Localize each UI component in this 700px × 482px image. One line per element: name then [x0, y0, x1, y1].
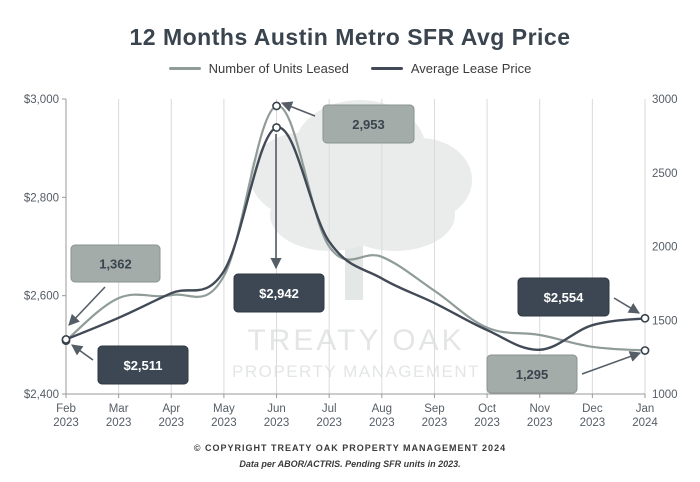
callout-arrow — [581, 351, 642, 375]
watermark-tree-trunk — [345, 238, 363, 300]
callout-arrow — [68, 286, 106, 326]
x-tick-label: Jul 2023 — [316, 403, 342, 429]
y-left-tick-label: $2,800 — [24, 192, 59, 204]
source-note: Data per ABOR/ACTRIS. Pending SFR units … — [239, 459, 461, 469]
watermark-text-line1: TREATY OAK — [247, 324, 464, 357]
y-left-tick-label: $2,600 — [24, 291, 59, 303]
x-tick-label: Feb 2023 — [53, 403, 79, 429]
callout-label: $2,511 — [123, 358, 162, 373]
callout-arrow — [613, 297, 640, 314]
chart-title: 12 Months Austin Metro SFR Avg Price — [129, 24, 571, 50]
chart-callouts: 1,362 $2,511 2,953 $2,942 $2,554 1,295 — [61, 101, 650, 394]
legend-item-units-leased: Number of Units Leased — [168, 61, 349, 76]
callout-label: $2,554 — [544, 290, 585, 305]
callout-box — [322, 104, 415, 144]
legend-swatch-avg-lease-price — [370, 67, 403, 70]
series-line-units-leased — [65, 104, 646, 352]
legend-item-avg-lease-price: Average Lease Price — [370, 61, 532, 76]
callout-box — [97, 345, 189, 385]
x-tick-label: Sep 2023 — [422, 403, 448, 429]
x-tick-label: Jan 2024 — [632, 403, 658, 429]
callout-box — [517, 277, 610, 317]
y-right-tick-label: 3000 — [652, 94, 678, 106]
x-tick-label: Oct 2023 — [474, 403, 500, 429]
chart-series — [65, 104, 646, 352]
callout-point-marker — [640, 313, 650, 323]
legend-label-avg-lease-price: Average Lease Price — [410, 61, 532, 76]
x-tick-label: May 2023 — [211, 403, 237, 429]
legend-swatch-units-leased — [168, 67, 201, 70]
y-right-tick-label: 2000 — [652, 242, 678, 254]
y-left-tick-label: $2,400 — [24, 389, 59, 401]
copyright-notice: © COPYRIGHT TREATY OAK PROPERTY MANAGEME… — [193, 443, 507, 453]
y-right-tick-label: 1000 — [652, 389, 678, 401]
x-tick-label: Dec 2023 — [580, 403, 606, 429]
legend-label-units-leased: Number of Units Leased — [208, 61, 349, 76]
callout-arrow — [71, 344, 94, 361]
x-tick-label: Mar 2023 — [106, 403, 132, 429]
callout-box — [486, 354, 578, 394]
watermark-tree-canopy — [312, 155, 412, 235]
chart-axes: $2,400 $2,600 $2,800 $3,000 1000 1500 2000 2500… — [24, 94, 678, 429]
callout-point-marker — [640, 346, 650, 355]
callout-point-marker — [272, 123, 281, 132]
x-tick-label: Jun 2023 — [264, 403, 290, 429]
callout-label: 1,295 — [516, 367, 549, 382]
y-right-tick-label: 2500 — [652, 168, 678, 180]
callout-label: $2,942 — [259, 286, 299, 301]
chart-legend: Number of Units Leased Average Lease Pri… — [0, 61, 700, 76]
series-line-avg-lease-price — [65, 126, 646, 351]
y-right-tick-label: 1500 — [652, 315, 678, 327]
x-tick-label: Nov 2023 — [527, 403, 553, 429]
y-left-tick-label: $3,000 — [24, 94, 59, 106]
callout-point-marker — [272, 101, 281, 111]
callout-label: 1,362 — [99, 257, 132, 272]
callout-label: 2,953 — [352, 117, 385, 132]
callout-box — [70, 244, 161, 283]
x-tick-label: Aug 2023 — [369, 403, 395, 429]
callout-arrow — [280, 101, 316, 117]
callout-point-marker — [61, 335, 71, 344]
callout-box — [233, 273, 325, 313]
x-tick-label: Apr 2023 — [158, 403, 184, 429]
watermark-text-line2: PROPERTY MANAGEMENT — [232, 362, 480, 381]
